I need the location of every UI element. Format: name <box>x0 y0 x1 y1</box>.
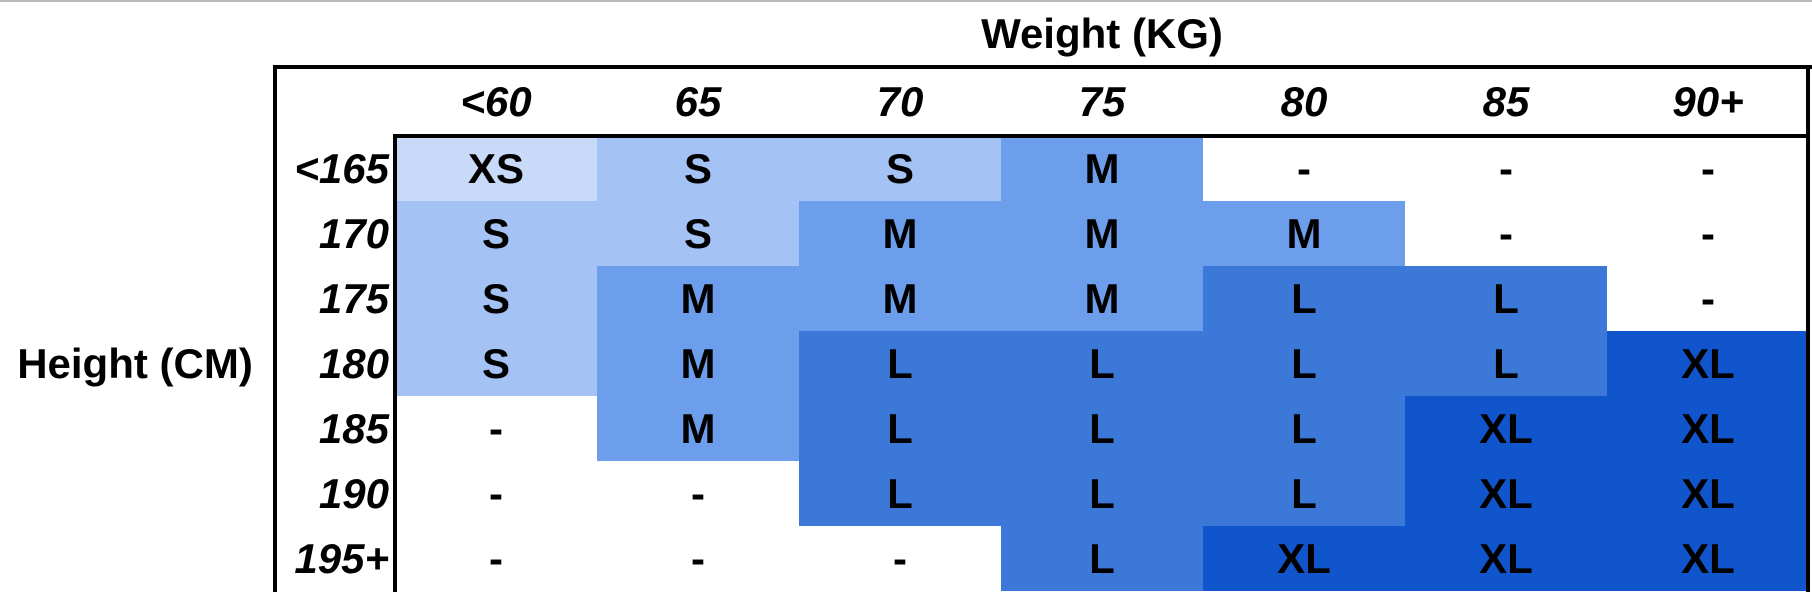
size-cell: L <box>1001 461 1203 526</box>
size-cell: XL <box>1607 526 1809 591</box>
size-cell: L <box>1203 331 1405 396</box>
size-cell: XL <box>1405 526 1607 591</box>
size-cell: S <box>597 201 799 266</box>
column-header: <60 <box>460 77 532 125</box>
size-cell: XS <box>395 136 597 201</box>
size-cell: M <box>799 266 1001 331</box>
row-header: 175 <box>318 274 389 322</box>
row-header: 170 <box>318 209 389 257</box>
table-border <box>393 134 397 592</box>
size-cell: L <box>1203 461 1405 526</box>
table-border <box>1806 65 1810 592</box>
row-header: 190 <box>318 469 389 517</box>
size-cell: S <box>395 266 597 331</box>
column-header: 85 <box>1482 77 1530 125</box>
size-cell: - <box>395 526 597 591</box>
size-cell: S <box>799 136 1001 201</box>
size-cell: L <box>799 461 1001 526</box>
row-header: 180 <box>318 339 389 387</box>
column-header: 70 <box>876 77 924 125</box>
size-cell: S <box>395 331 597 396</box>
size-cell: XL <box>1607 461 1809 526</box>
size-cell: - <box>1607 201 1809 266</box>
column-header: 75 <box>1078 77 1126 125</box>
column-header: 65 <box>674 77 722 125</box>
size-cell: M <box>597 331 799 396</box>
size-cell: M <box>1001 201 1203 266</box>
size-cell: S <box>395 201 597 266</box>
size-cell: M <box>1001 136 1203 201</box>
column-header: 90+ <box>1672 77 1744 125</box>
column-header: 80 <box>1280 77 1328 125</box>
size-cell: L <box>1203 396 1405 461</box>
size-cell: - <box>1203 136 1405 201</box>
size-cell: XL <box>1607 396 1809 461</box>
size-cell: - <box>1607 266 1809 331</box>
size-cell: L <box>799 331 1001 396</box>
size-cell: - <box>1607 136 1809 201</box>
row-header: 185 <box>318 404 389 452</box>
size-cell: XL <box>1405 461 1607 526</box>
size-cell: - <box>597 526 799 591</box>
size-cell: - <box>395 461 597 526</box>
size-cell: - <box>1405 201 1607 266</box>
size-cell: XL <box>1203 526 1405 591</box>
size-cell: L <box>1405 331 1607 396</box>
size-cell: S <box>597 136 799 201</box>
sheet-gridline <box>0 0 1812 2</box>
size-cell: - <box>1405 136 1607 201</box>
size-cell: M <box>799 201 1001 266</box>
table-border <box>273 65 277 592</box>
size-cell: M <box>1001 266 1203 331</box>
size-cell: M <box>1203 201 1405 266</box>
table-border <box>393 134 1810 138</box>
size-cell: L <box>1001 331 1203 396</box>
size-cell: M <box>597 266 799 331</box>
size-cell: XL <box>1607 331 1809 396</box>
size-cell: M <box>597 396 799 461</box>
weight-title: Weight (KG) <box>981 9 1223 57</box>
size-cell: XL <box>1405 396 1607 461</box>
size-cell: L <box>799 396 1001 461</box>
size-cell: L <box>1203 266 1405 331</box>
size-cell: L <box>1405 266 1607 331</box>
height-label: Height (CM) <box>17 339 253 387</box>
size-cell: L <box>1001 396 1203 461</box>
size-cell: - <box>395 396 597 461</box>
size-cell: L <box>1001 526 1203 591</box>
row-header: <165 <box>294 144 389 192</box>
row-header: 195+ <box>294 534 389 582</box>
size-cell: - <box>799 526 1001 591</box>
size-cell: - <box>597 461 799 526</box>
table-border <box>273 65 1812 69</box>
